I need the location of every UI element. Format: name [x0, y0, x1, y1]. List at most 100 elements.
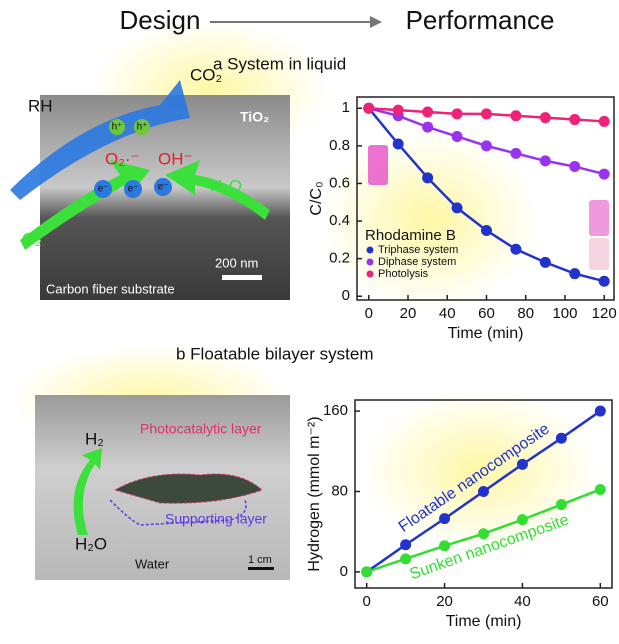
label: 200 nm — [215, 255, 258, 270]
label: CO₂ — [190, 65, 222, 84]
data-point — [599, 169, 610, 180]
data-point — [540, 257, 551, 268]
data-point — [569, 161, 580, 172]
label: Carbon fiber substrate — [46, 281, 175, 296]
data-point — [439, 513, 450, 524]
data-point — [540, 112, 551, 123]
x-tick-label: 0 — [363, 593, 371, 610]
x-tick-label: 20 — [436, 593, 453, 610]
header-right: Performance — [406, 5, 555, 35]
x-axis-label: Time (min) — [446, 613, 522, 630]
x-tick-label: 60 — [478, 305, 495, 322]
data-point — [510, 148, 521, 159]
header-arrow-head — [370, 16, 382, 28]
data-point — [393, 105, 404, 116]
vial — [589, 238, 609, 270]
legend-marker — [367, 271, 374, 278]
data-point — [422, 107, 433, 118]
data-point — [452, 202, 463, 213]
label: Supporting layer — [165, 511, 267, 527]
data-point — [569, 114, 580, 125]
label: RH — [28, 96, 53, 115]
x-tick-label: 40 — [514, 593, 531, 610]
y-axis-label: Hydrogen (mmol m⁻²) — [306, 416, 323, 571]
y-tick-label: 0.6 — [329, 174, 350, 191]
data-point — [478, 486, 489, 497]
x-tick-label: 100 — [552, 305, 577, 322]
x-tick-label: 120 — [592, 305, 617, 322]
panel-title: b Floatable bilayer system — [176, 344, 373, 363]
data-point — [481, 225, 492, 236]
legend-marker — [367, 259, 374, 266]
y-tick-label: 0.2 — [329, 250, 350, 267]
legend-marker — [367, 247, 374, 254]
label: e⁻ — [158, 182, 169, 193]
label: Photocatalytic layer — [140, 421, 262, 437]
label: Water — [135, 556, 170, 571]
data-point — [393, 138, 404, 149]
vial — [589, 200, 609, 236]
y-tick-label: 0 — [342, 287, 350, 304]
data-point — [452, 108, 463, 119]
y-axis-label: C/C₀ — [308, 181, 325, 215]
label: O₂ — [22, 229, 42, 248]
data-point — [481, 108, 492, 119]
scale-bar — [222, 275, 262, 280]
data-point — [481, 140, 492, 151]
label: e⁻ — [128, 184, 139, 195]
label: TiO₂ — [240, 109, 269, 125]
data-point — [478, 528, 489, 539]
data-point — [439, 540, 450, 551]
label: 1 cm — [248, 554, 272, 566]
legend-title: Rhodamine B — [365, 227, 456, 244]
x-axis-label: Time (min) — [448, 325, 524, 342]
x-tick-label: 0 — [365, 305, 373, 322]
data-point — [510, 110, 521, 121]
y-tick-label: 0.4 — [329, 212, 350, 229]
label: H₂O — [75, 534, 107, 553]
scale-bar — [248, 567, 274, 570]
data-point — [569, 268, 580, 279]
label: OH⁻ — [158, 149, 192, 168]
data-point — [363, 103, 374, 114]
data-point — [599, 276, 610, 287]
data-point — [422, 122, 433, 133]
data-point — [540, 155, 551, 166]
label: H₂ — [85, 429, 104, 448]
y-tick-label: 1 — [342, 99, 350, 116]
figure: Design Performance a System in liquid b … — [0, 0, 619, 639]
data-point — [361, 566, 372, 577]
y-tick-label: 0 — [340, 563, 348, 580]
x-tick-label: 20 — [400, 305, 417, 322]
header-left: Design — [120, 5, 201, 35]
label: O₂·⁻ — [105, 149, 139, 168]
legend-label: Diphase system — [378, 256, 456, 268]
data-point — [400, 553, 411, 564]
legend-label: Triphase system — [378, 244, 458, 256]
x-tick-label: 40 — [439, 305, 456, 322]
data-point — [599, 116, 610, 127]
legend-label: Photolysis — [378, 268, 429, 280]
glow — [320, 130, 540, 310]
data-point — [400, 539, 411, 550]
y-tick-label: 0.8 — [329, 137, 350, 154]
y-tick-label: 80 — [331, 482, 348, 499]
vial — [368, 145, 388, 185]
data-point — [422, 172, 433, 183]
data-point — [556, 499, 567, 510]
label: H₂O — [210, 176, 242, 195]
data-point — [556, 433, 567, 444]
data-point — [517, 514, 528, 525]
y-tick-label: 160 — [323, 402, 348, 419]
x-tick-label: 80 — [517, 305, 534, 322]
x-tick-label: 60 — [592, 593, 609, 610]
label: h⁺ — [137, 122, 148, 133]
data-point — [517, 459, 528, 470]
data-point — [452, 131, 463, 142]
label: e⁻ — [98, 184, 109, 195]
data-point — [595, 406, 606, 417]
data-point — [595, 484, 606, 495]
label: h⁺ — [112, 122, 123, 133]
data-point — [510, 244, 521, 255]
panel-title: a System in liquid — [213, 54, 346, 73]
